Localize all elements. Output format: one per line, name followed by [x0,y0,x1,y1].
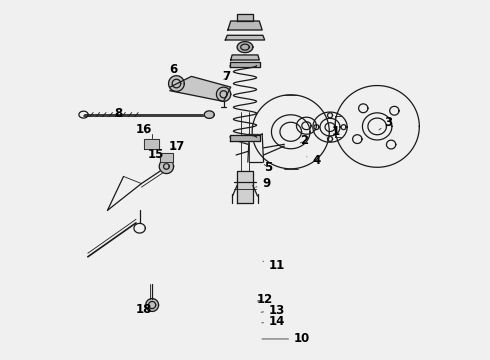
Polygon shape [225,35,265,40]
Text: 1: 1 [326,125,340,138]
Text: 12: 12 [257,293,273,306]
Polygon shape [169,76,184,91]
Polygon shape [146,298,159,311]
Text: 14: 14 [262,315,285,328]
Polygon shape [170,76,231,102]
Polygon shape [204,111,214,118]
Polygon shape [159,159,173,174]
Text: 18: 18 [136,303,152,316]
Polygon shape [231,55,259,60]
Text: 17: 17 [169,140,185,153]
Text: 13: 13 [261,304,285,317]
Text: 5: 5 [264,161,272,174]
Text: 11: 11 [263,259,285,272]
Polygon shape [230,135,260,141]
Polygon shape [160,153,173,162]
Polygon shape [228,21,262,30]
Polygon shape [237,171,253,203]
Text: 10: 10 [262,333,310,346]
Polygon shape [144,139,159,149]
Text: 15: 15 [147,148,164,162]
Polygon shape [237,14,253,21]
Text: 16: 16 [136,123,152,136]
Text: 6: 6 [170,63,178,76]
Polygon shape [217,87,231,102]
Text: 3: 3 [379,116,392,130]
Polygon shape [237,42,253,53]
Text: 4: 4 [307,154,320,167]
Text: 7: 7 [222,70,230,83]
Text: 8: 8 [114,107,122,120]
Polygon shape [230,62,260,67]
Text: 9: 9 [256,177,270,190]
Text: 2: 2 [300,134,308,147]
